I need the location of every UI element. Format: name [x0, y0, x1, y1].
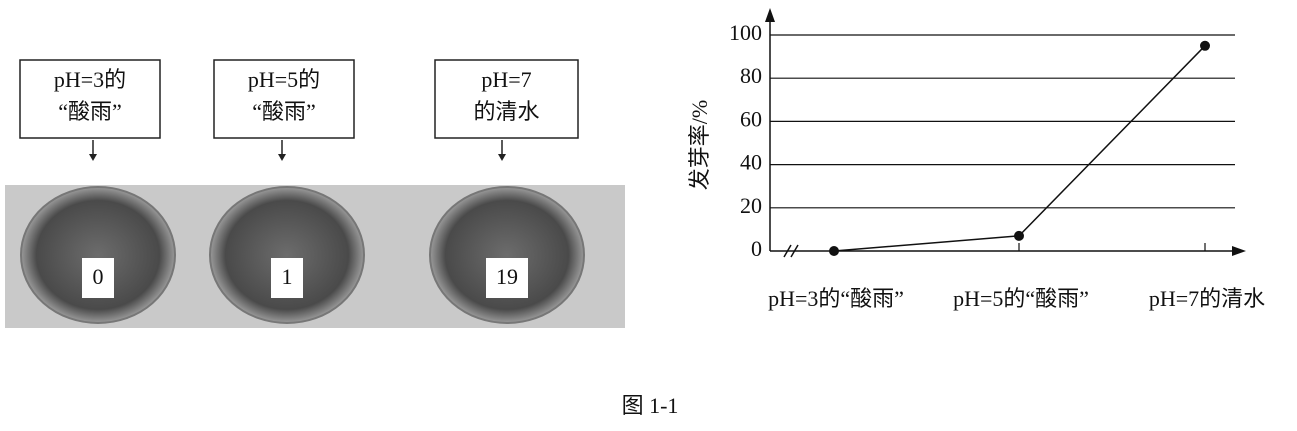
arrow-head [278, 154, 286, 161]
y-arrow [765, 8, 775, 22]
seed-count: 0 [93, 264, 104, 289]
y-tick-label: 80 [740, 63, 762, 88]
dish-label: “酸雨” [58, 99, 122, 124]
dish-label: pH=5的 [248, 67, 320, 92]
arrow-head [498, 154, 506, 161]
caption: 图 1-1 [622, 393, 679, 418]
x-tick-label: pH=3的“酸雨” [768, 286, 904, 311]
dish-label: pH=7 [481, 67, 531, 92]
x-tick-label: pH=5的“酸雨” [953, 286, 1089, 311]
y-tick-label: 20 [740, 193, 762, 218]
seed-count: 1 [282, 264, 293, 289]
petri-dish [429, 186, 585, 324]
label-box [213, 59, 355, 139]
dish-label: “酸雨” [252, 99, 316, 124]
dish-label: pH=3的 [54, 67, 126, 92]
x-tick-label: pH=7的清水 [1149, 286, 1265, 311]
count-box [486, 258, 528, 298]
data-point [829, 246, 839, 256]
data-point [1014, 230, 1024, 241]
arrow-head [89, 154, 97, 161]
data-point [1200, 40, 1210, 51]
dish-label: 的清水 [473, 99, 539, 124]
y-tick-label: 100 [729, 20, 762, 45]
label-box [19, 59, 161, 139]
y-tick-label: 0 [751, 236, 762, 261]
petri-dish [20, 186, 176, 324]
seed-count: 19 [496, 264, 518, 289]
axis-break [783, 244, 799, 258]
y-tick-label: 60 [740, 106, 762, 131]
count-box [82, 258, 114, 298]
y-tick-label: 40 [740, 150, 762, 175]
count-box [271, 258, 303, 298]
data-line [833, 45, 1206, 252]
label-box [434, 59, 579, 139]
x-arrow [1232, 246, 1246, 256]
petri-dish [209, 186, 365, 324]
y-axis-label: 发芽率/% [687, 100, 712, 190]
